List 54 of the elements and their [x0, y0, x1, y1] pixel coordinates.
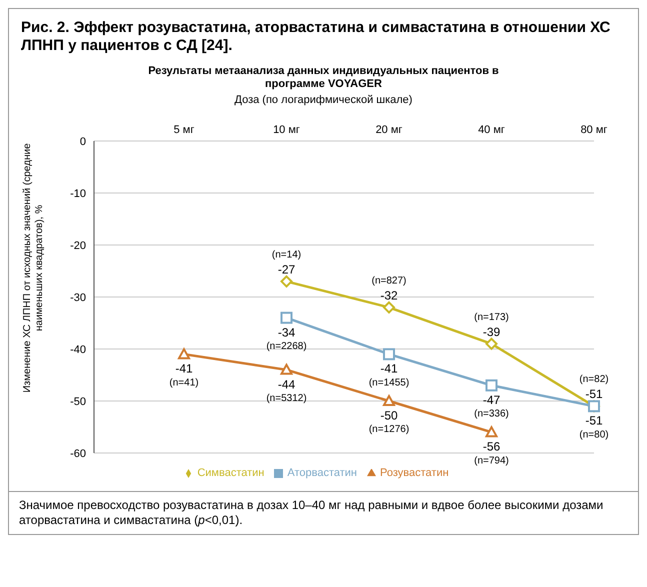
x-tick-label: 10 мг: [273, 124, 300, 136]
y-tick-label: 0: [80, 136, 86, 148]
annotation: (n=827): [372, 275, 406, 286]
annotation: (n=2268): [266, 340, 307, 352]
y-tick-label: -40: [70, 344, 86, 356]
annotation: (n=173): [474, 312, 509, 323]
y-axis-title: Изменение ХС ЛПНП от исходных значений (средние наименьших квадратов), %: [22, 142, 46, 395]
y-tick-label: -20: [70, 240, 86, 252]
data-label: -41: [175, 362, 193, 376]
text: Значимое превосходство розувастатина в дозах 10–40 мг над равными и вдвое более высокими дозами аторвастатина и симвастатина (p<0,01).: [19, 498, 604, 527]
x-axis-title: Доза (по логарифмической шкале): [234, 94, 414, 106]
annotation: (n=336): [474, 408, 509, 420]
data-label: -47: [482, 392, 500, 407]
point: [383, 301, 395, 314]
point: [280, 275, 292, 288]
data-label: -51: [585, 414, 603, 428]
point: [486, 426, 498, 438]
data-label: -27: [278, 262, 296, 276]
annotation: (n=82): [579, 374, 609, 386]
y-tick-label: -10: [70, 188, 86, 200]
annotation: (n=41): [169, 377, 199, 388]
data-label: -50: [380, 408, 398, 423]
data-label: -34: [278, 325, 296, 340]
annotation: (n=1455): [368, 377, 410, 388]
point: [383, 348, 395, 360]
point: [178, 348, 190, 360]
point: [280, 312, 292, 324]
x-tick-label: 20 мг: [376, 124, 402, 136]
annotation: (n=5312): [266, 392, 307, 404]
x-tick-label: 80 мг: [580, 124, 608, 136]
chart-title: Рис. 2. Эффект розувастатина, аторвастатина и симвастатина в отношении ХС ЛПНП у пациентов с СД [24].: [20, 18, 612, 56]
data-label: -32: [380, 288, 398, 302]
data-label: -51: [585, 387, 603, 402]
point: [486, 379, 498, 392]
point: [280, 364, 292, 375]
legend-label: Симвастатин: [197, 467, 264, 479]
x-tick-label: 5 мг: [174, 124, 194, 136]
y-tick-label: -60: [70, 448, 86, 460]
legend-label: Розувастатин: [380, 467, 449, 479]
data-label: -39: [482, 324, 500, 339]
legend-label: Аторвастатин: [287, 467, 358, 479]
data-label: -56: [482, 440, 500, 454]
annotation: (n=794): [474, 455, 509, 466]
x-tick-label: 40 мг: [478, 124, 505, 136]
annotation: (n=14): [272, 249, 302, 260]
chart-subtitle: Результаты метаанализа данных индивидуальных пациентов в программе VOYAGER: [147, 65, 500, 91]
y-tick-label: -50: [70, 396, 86, 408]
annotation: (n=1276): [368, 424, 410, 436]
data-label: -41: [380, 362, 398, 376]
point: [486, 338, 498, 350]
data-label: -44: [278, 377, 296, 392]
point: [383, 395, 395, 406]
annotation: (n=80): [579, 429, 609, 440]
y-tick-label: -30: [70, 292, 86, 304]
